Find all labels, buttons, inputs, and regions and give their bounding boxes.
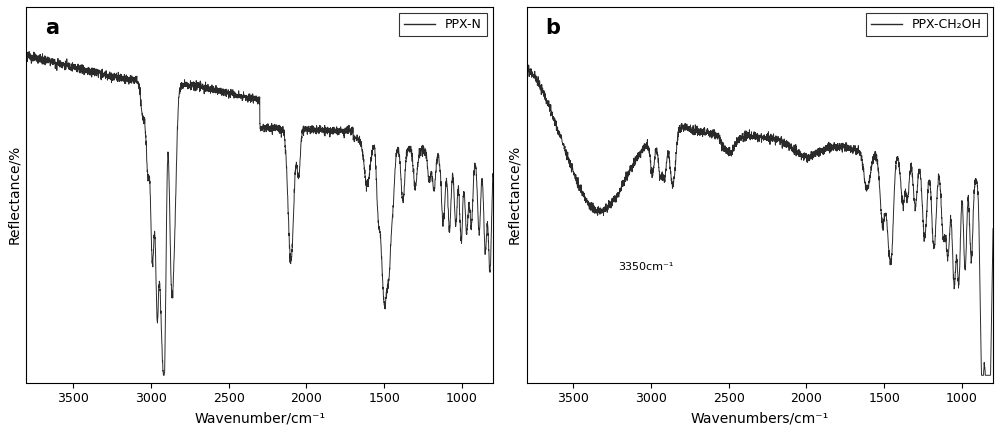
Legend: PPX-N: PPX-N bbox=[399, 13, 487, 36]
X-axis label: Wavenumbers/cm⁻¹: Wavenumbers/cm⁻¹ bbox=[691, 411, 829, 425]
Text: a: a bbox=[45, 18, 59, 38]
Y-axis label: Reflectance/%: Reflectance/% bbox=[507, 145, 521, 245]
Text: b: b bbox=[545, 18, 560, 38]
Legend: PPX-CH₂OH: PPX-CH₂OH bbox=[866, 13, 987, 36]
X-axis label: Wavenumber/cm⁻¹: Wavenumber/cm⁻¹ bbox=[194, 411, 325, 425]
Y-axis label: Reflectance/%: Reflectance/% bbox=[7, 145, 21, 245]
Text: 3350cm⁻¹: 3350cm⁻¹ bbox=[618, 262, 674, 272]
